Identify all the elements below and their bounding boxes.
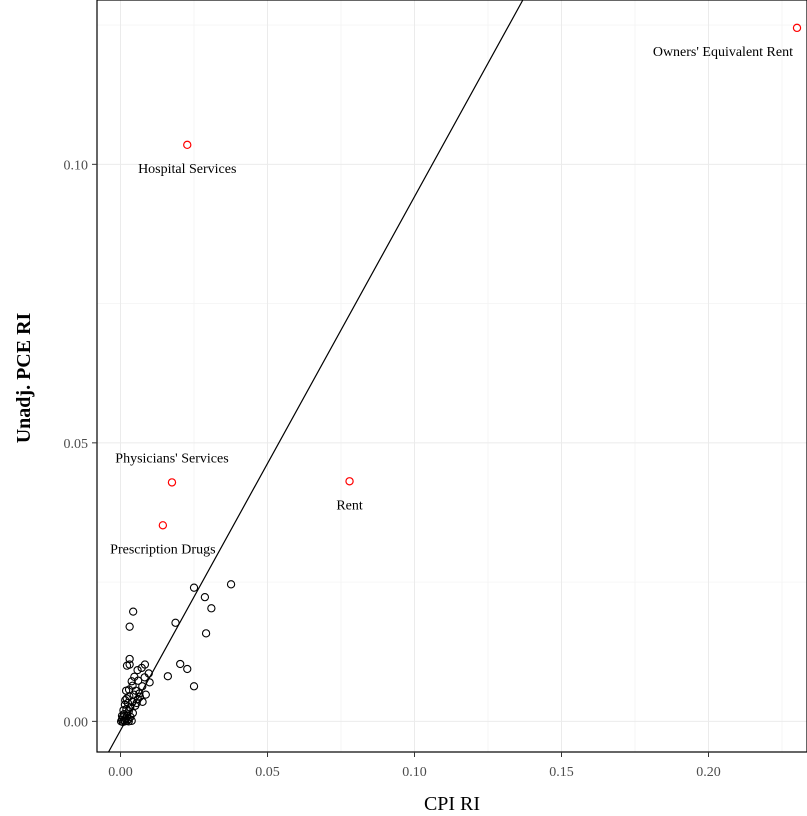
- data-point: [129, 607, 138, 616]
- y-tick-label: 0.10: [64, 158, 89, 173]
- x-tick-label: 0.20: [696, 765, 721, 780]
- major-gridlines: [97, 0, 807, 752]
- data-point: [201, 629, 211, 638]
- data-point: [145, 678, 154, 687]
- data-point: [138, 682, 147, 691]
- reference-line: [108, 0, 524, 753]
- highlighted-point: [345, 477, 354, 486]
- data-point: [207, 604, 216, 613]
- data-point: [171, 618, 180, 627]
- x-tick-label: 0.15: [549, 765, 574, 780]
- data-point: [163, 672, 173, 681]
- data-point: [124, 707, 133, 716]
- point-label: Hospital Services: [138, 162, 236, 177]
- point-label: Owners' Equivalent Rent: [653, 45, 793, 60]
- data-point: [135, 689, 144, 698]
- data-point: [132, 698, 141, 708]
- data-point: [134, 676, 143, 685]
- data-point: [140, 673, 149, 682]
- data-point: [200, 592, 210, 602]
- highlighted-point: [183, 140, 192, 150]
- highlighted-points: Owners' Equivalent Rent Hospital Services…: [110, 23, 802, 557]
- data-point: [141, 690, 150, 699]
- data-point: [189, 682, 199, 691]
- data-point: [137, 663, 146, 673]
- y-tick-label: 0.05: [64, 437, 89, 452]
- data-point: [138, 697, 147, 707]
- highlighted-point: [158, 521, 168, 530]
- y-tick-label: 0.00: [64, 715, 89, 730]
- data-point: [176, 659, 185, 669]
- x-axis-title: CPI RI: [424, 793, 480, 815]
- data-point: [183, 664, 192, 674]
- data-point: [226, 580, 236, 589]
- point-label: Rent: [336, 498, 363, 513]
- data-point: [117, 711, 127, 720]
- y-axis-title: Unadj. PCE RI: [13, 312, 35, 443]
- data-points: [116, 580, 236, 727]
- point-label: Prescription Drugs: [110, 542, 215, 557]
- x-tick-label: 0.10: [402, 765, 427, 780]
- x-tick-label: 0.00: [108, 765, 133, 780]
- plot-panel-border: [96, 0, 807, 753]
- highlighted-point: [792, 23, 802, 33]
- data-point: [133, 665, 142, 675]
- point-label: Physicians' Services: [115, 451, 228, 466]
- highlighted-point: [167, 478, 177, 487]
- x-tick-label: 0.05: [255, 765, 280, 780]
- data-point: [127, 677, 136, 686]
- data-point: [122, 661, 132, 670]
- reference-line-group: [108, 0, 524, 753]
- data-point: [124, 717, 133, 726]
- axis-ticks: 0.00 0.05 0.10 0.15 0.20 0.00 0.05 0.10: [64, 158, 721, 780]
- data-point: [125, 622, 134, 631]
- data-point: [121, 696, 130, 705]
- minor-gridlines: [97, 0, 807, 752]
- data-point: [189, 583, 199, 592]
